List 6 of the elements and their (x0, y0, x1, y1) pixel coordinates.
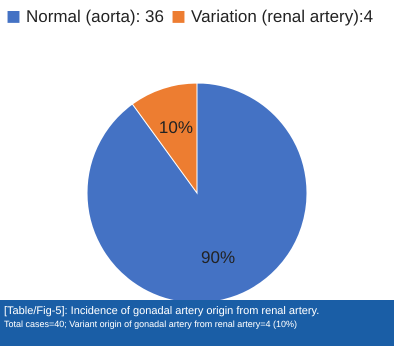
data-label: 90% (201, 248, 236, 267)
legend-label: Normal (aorta): 36 (26, 6, 164, 26)
data-label: 10% (158, 118, 193, 138)
legend-label: Variation (renal artery):4 (191, 6, 374, 26)
text: [Table/Fig-5]: Incidence of gonadal artery origin from renal artery. (4, 305, 320, 317)
text: Total cases=40; Variant origin of gonadal artery from renal artery=4 (10%) (4, 319, 297, 329)
